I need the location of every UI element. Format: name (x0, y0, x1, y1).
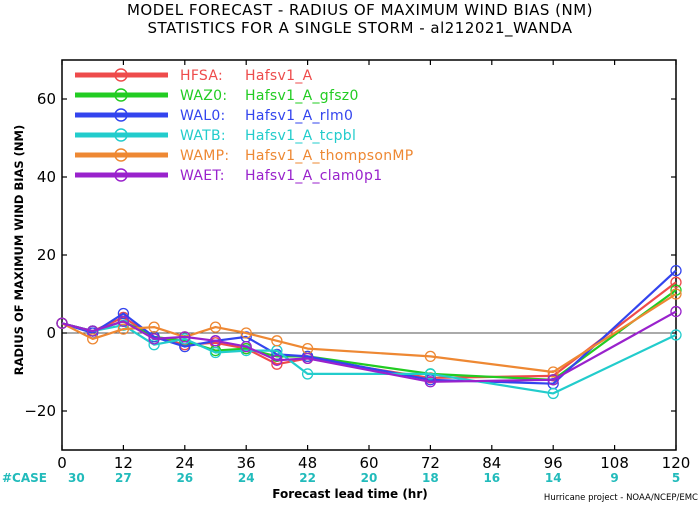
legend-code: WAET: (180, 168, 225, 184)
legend-marker (114, 108, 128, 122)
legend-marker (114, 68, 128, 82)
legend-entry: WAET: Hafsv1_A_clam0p1 (75, 168, 382, 184)
legend-entry: WAZ0: Hafsv1_A_gfsz0 (75, 88, 359, 104)
case-label: #CASE (2, 471, 47, 485)
data-point (670, 288, 682, 300)
legend-marker (114, 88, 128, 102)
data-point (87, 333, 99, 345)
data-point (117, 307, 130, 320)
legend-code: WAZ0: (180, 88, 227, 104)
data-point (117, 315, 130, 327)
data-point (271, 354, 283, 366)
legend-entry: WATB: Hafsv1_A_tcpbl (75, 128, 356, 144)
plot-area (61, 59, 677, 451)
data-point (670, 276, 682, 288)
data-point (547, 387, 559, 400)
x-tick-label: 108 (600, 454, 629, 472)
legend-marker (114, 128, 128, 142)
x-tick-label: 84 (482, 454, 501, 472)
x-tick-label: 36 (237, 454, 256, 472)
legend-name: Hafsv1_A_tcpbl (245, 128, 356, 144)
legend-code: WAMP: (180, 148, 229, 164)
data-point (547, 374, 559, 386)
x-tick-label: 0 (57, 454, 67, 472)
legend-code: HFSA: (180, 68, 223, 84)
series-layer (56, 264, 682, 400)
legend-marker (114, 168, 128, 182)
case-count: 16 (483, 471, 500, 485)
y-tick-label: −20 (24, 402, 56, 420)
data-point (240, 340, 252, 353)
x-tick-label: 120 (662, 454, 691, 472)
data-point (547, 366, 559, 378)
data-point (240, 327, 252, 339)
legend-name: Hafsv1_A_clam0p1 (245, 168, 382, 184)
chart-title: MODEL FORECAST - RADIUS OF MAXIMUM WIND … (127, 1, 593, 19)
data-point (148, 333, 160, 345)
case-counts: 30 27 26 24 22 20 18 16 14 9 5 (68, 471, 680, 485)
y-tick-label: 40 (37, 168, 56, 186)
data-point (179, 331, 191, 343)
y-tick-label: 20 (37, 246, 56, 264)
y-tick-label: 0 (46, 324, 56, 342)
data-point (301, 352, 314, 365)
axes: 0 12 24 36 48 60 72 84 96 108 120 −20 0 20 40 60 (24, 60, 690, 472)
legend-code: WAL0: (180, 108, 226, 124)
data-point (271, 335, 283, 347)
data-point (56, 317, 68, 329)
data-point (424, 368, 437, 380)
x-tick-label: 48 (298, 454, 317, 472)
x-tick-label: 60 (359, 454, 378, 472)
x-tick-label: 72 (421, 454, 440, 472)
y-axis-label: RADIUS OF MAXIMUM WIND BIAS (NM) (12, 125, 26, 376)
legend-marker (114, 148, 128, 162)
data-point (424, 350, 437, 363)
case-count: 27 (115, 471, 132, 485)
data-point (670, 305, 682, 318)
legend-entry: WAMP: Hafsv1_A_thompsonMP (75, 148, 414, 164)
y-tick-label: 60 (37, 90, 56, 108)
case-count: 9 (610, 471, 618, 485)
case-count: 20 (361, 471, 378, 485)
data-point (209, 346, 222, 359)
data-point (87, 325, 99, 337)
data-point (670, 264, 682, 277)
case-count: 14 (545, 471, 562, 485)
data-point (117, 323, 130, 335)
chart-subtitle: STATISTICS FOR A SINGLE STORM - al212021… (147, 19, 572, 38)
case-count: 18 (422, 471, 439, 485)
data-point (209, 321, 222, 333)
x-tick-label: 24 (175, 454, 194, 472)
legend-name: Hafsv1_A_rlm0 (245, 108, 353, 124)
series-line (61, 289, 677, 381)
legend-entry: HFSA: Hafsv1_A (75, 68, 313, 84)
legend-code: WATB: (180, 128, 226, 144)
series-waet (56, 305, 682, 388)
data-point (424, 376, 437, 388)
legend-name: Hafsv1_A_thompsonMP (245, 148, 414, 164)
x-tick-label: 96 (544, 454, 563, 472)
plot-frame (61, 59, 677, 451)
legend-entry: WAL0: Hafsv1_A_rlm0 (75, 108, 353, 124)
data-point (209, 335, 222, 347)
case-count: 5 (672, 471, 680, 485)
legend-name: Hafsv1_A_gfsz0 (245, 88, 359, 104)
x-axis-label: Forecast lead time (hr) (272, 487, 428, 501)
case-count: 24 (238, 471, 255, 485)
legend-name: Hafsv1_A (245, 68, 313, 84)
credit-text: Hurricane project - NOAA/NCEP/EMC (544, 493, 698, 503)
data-point (670, 329, 682, 341)
legend: HFSA: Hafsv1_A WAZ0: Hafsv1_A_gfsz0 WAL0: Haf… (75, 68, 414, 184)
case-count: 26 (176, 471, 193, 485)
data-point (148, 321, 160, 333)
data-point (301, 368, 314, 380)
case-count: 30 (68, 471, 85, 485)
x-tick-label: 12 (114, 454, 133, 472)
case-count: 22 (299, 471, 316, 485)
